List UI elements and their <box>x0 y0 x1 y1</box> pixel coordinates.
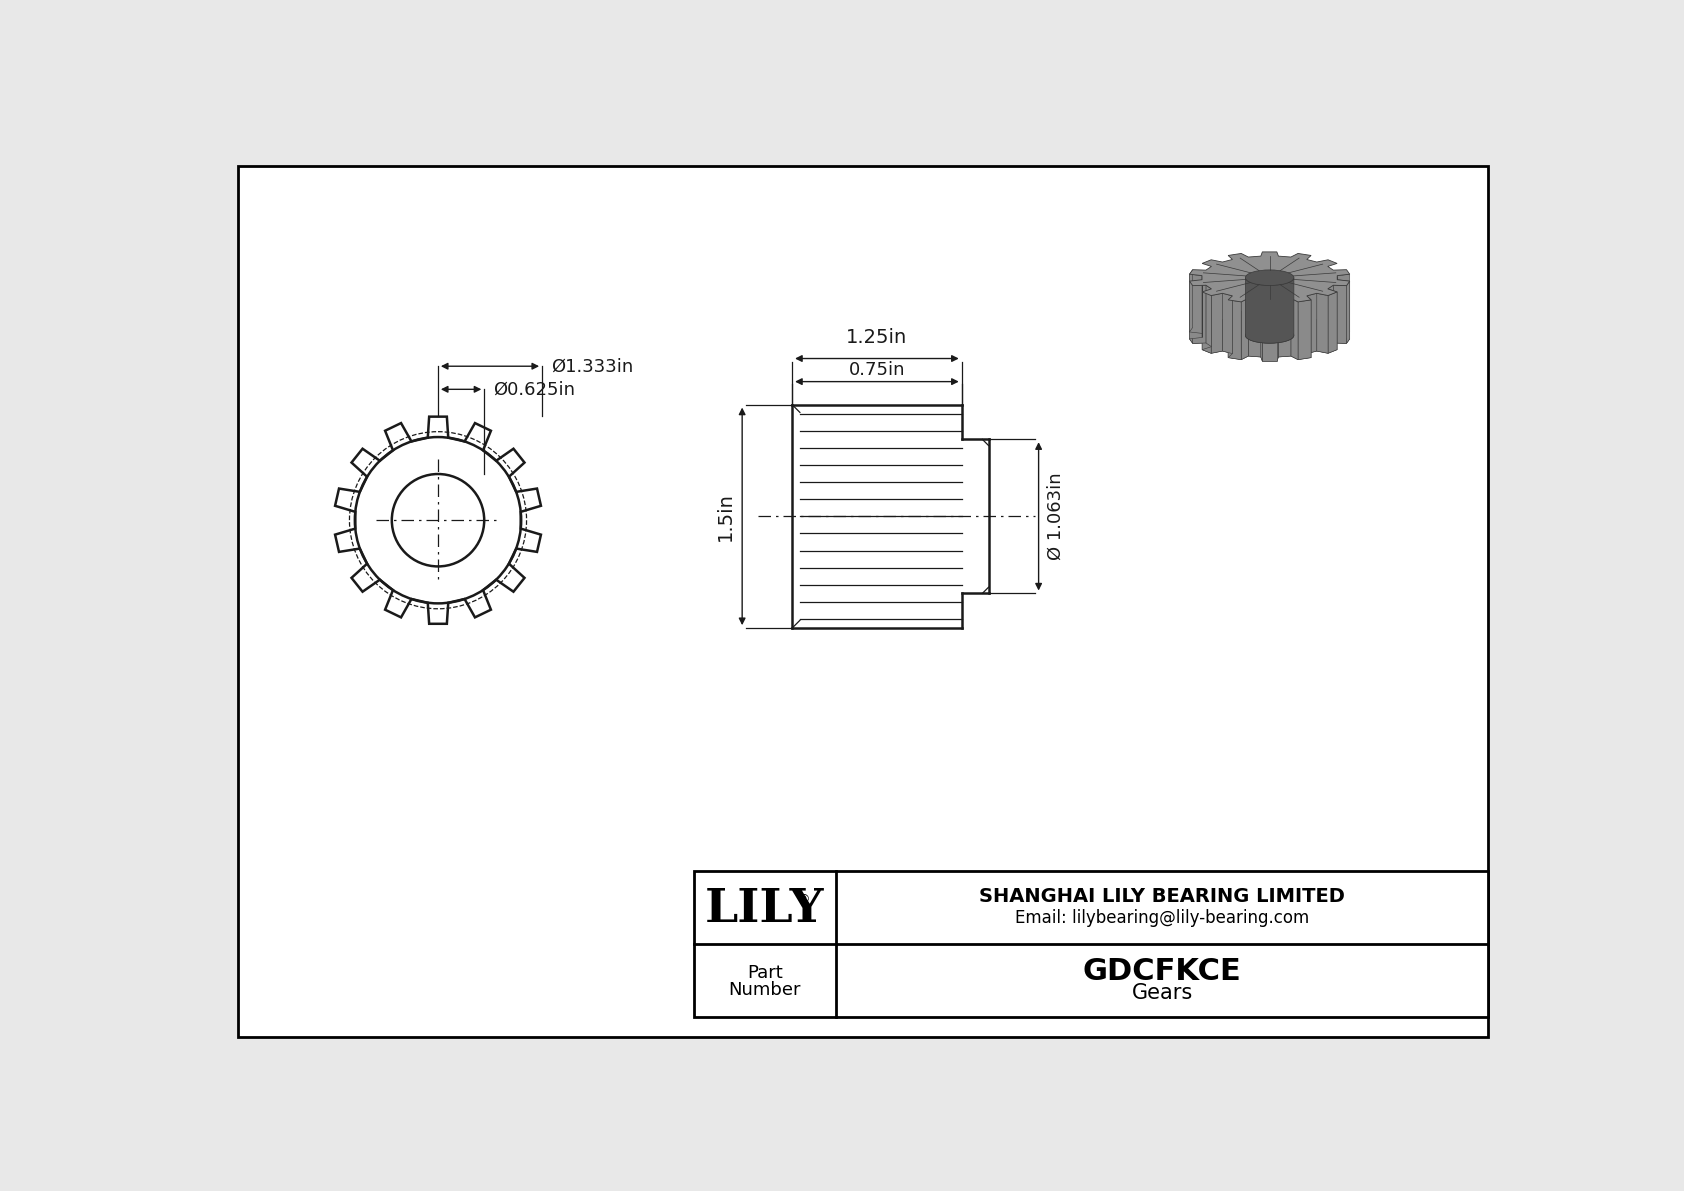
Polygon shape <box>1241 298 1248 360</box>
Polygon shape <box>1317 293 1329 354</box>
Ellipse shape <box>1246 270 1293 286</box>
Text: Gears: Gears <box>1132 983 1192 1003</box>
Text: 1.5in: 1.5in <box>716 492 734 541</box>
Text: 1.25in: 1.25in <box>847 328 908 347</box>
Text: Ø0.625in: Ø0.625in <box>493 380 576 398</box>
Polygon shape <box>1327 289 1337 350</box>
Polygon shape <box>1334 285 1347 343</box>
Polygon shape <box>1202 292 1211 354</box>
Polygon shape <box>1307 293 1317 354</box>
Polygon shape <box>1211 293 1223 354</box>
Text: ®: ® <box>797 893 810 906</box>
Text: Number: Number <box>729 980 802 998</box>
Polygon shape <box>1189 252 1351 304</box>
Polygon shape <box>1329 292 1337 354</box>
Polygon shape <box>1248 298 1261 357</box>
Text: Ø1.333in: Ø1.333in <box>551 357 633 375</box>
Polygon shape <box>1337 280 1351 339</box>
Polygon shape <box>1307 295 1312 357</box>
Polygon shape <box>1228 300 1241 360</box>
Polygon shape <box>1337 274 1351 333</box>
Polygon shape <box>1292 298 1298 360</box>
Text: Part: Part <box>748 964 783 981</box>
Polygon shape <box>1192 285 1206 343</box>
Text: 0.75in: 0.75in <box>849 361 906 379</box>
Text: Email: lilybearing@lily-bearing.com: Email: lilybearing@lily-bearing.com <box>1015 909 1310 927</box>
Polygon shape <box>1223 293 1233 354</box>
Text: LILY: LILY <box>706 886 825 931</box>
Text: Ø 1.063in: Ø 1.063in <box>1046 473 1064 560</box>
Polygon shape <box>1189 281 1192 343</box>
Bar <box>694 871 1489 1017</box>
Polygon shape <box>1189 269 1192 332</box>
Polygon shape <box>1278 298 1292 357</box>
Text: SHANGHAI LILY BEARING LIMITED: SHANGHAI LILY BEARING LIMITED <box>980 887 1346 906</box>
Polygon shape <box>1347 281 1351 343</box>
Polygon shape <box>1263 304 1276 361</box>
Polygon shape <box>1246 278 1293 343</box>
Polygon shape <box>1202 289 1211 350</box>
Polygon shape <box>1327 285 1334 347</box>
Polygon shape <box>1228 295 1233 357</box>
Ellipse shape <box>1246 328 1293 343</box>
Polygon shape <box>1189 310 1351 361</box>
Polygon shape <box>1189 274 1202 333</box>
Text: GDCFKCE: GDCFKCE <box>1083 956 1241 986</box>
Polygon shape <box>1189 280 1202 339</box>
Polygon shape <box>1298 300 1312 360</box>
Polygon shape <box>1206 285 1211 347</box>
